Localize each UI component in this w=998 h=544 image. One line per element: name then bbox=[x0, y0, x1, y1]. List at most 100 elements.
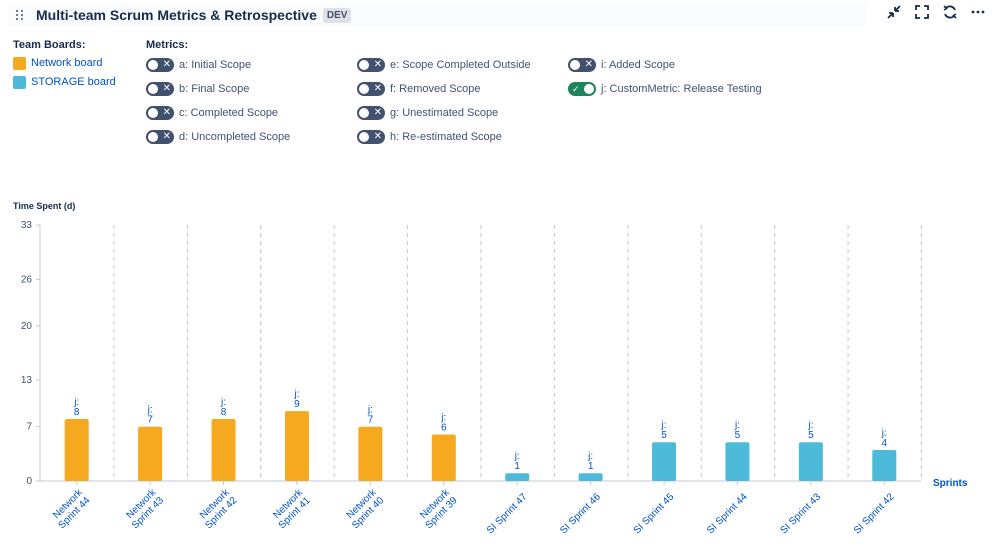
data-label: 1 bbox=[588, 461, 594, 472]
toggle[interactable]: ✓ bbox=[568, 82, 596, 96]
board-label: STORAGE board bbox=[31, 76, 116, 88]
more-options-icon[interactable] bbox=[970, 4, 986, 20]
metric-removed-scope[interactable]: ✕ f: Removed Scope bbox=[357, 80, 481, 98]
metrics-toggles: ✕ a: Initial Scope ✕ b: Final Scope ✕ c: Co… bbox=[146, 56, 846, 156]
metric-label: c: Completed Scope bbox=[179, 107, 279, 119]
toggle[interactable]: ✕ bbox=[357, 106, 385, 120]
data-label-prefix: j: bbox=[661, 420, 667, 431]
data-label: 8 bbox=[221, 407, 227, 418]
metric-label: i: Added Scope bbox=[601, 59, 676, 71]
metric-completed-scope[interactable]: ✕ c: Completed Scope bbox=[146, 104, 278, 122]
toggle[interactable]: ✕ bbox=[357, 82, 385, 96]
y-axis-label: Time Spent (d) bbox=[13, 201, 75, 211]
data-label: 4 bbox=[882, 438, 888, 449]
toggle[interactable]: ✕ bbox=[146, 82, 174, 96]
x-tick-label-text[interactable]: SI Sprint 47 bbox=[485, 491, 530, 536]
data-label: 9 bbox=[294, 399, 300, 410]
toggle[interactable]: ✕ bbox=[357, 58, 385, 72]
data-label: 1 bbox=[514, 461, 520, 472]
metric-label: e: Scope Completed Outside bbox=[390, 59, 531, 71]
minimize-icon[interactable] bbox=[886, 4, 902, 20]
x-tick-label-text[interactable]: SI Sprint 42 bbox=[852, 491, 897, 536]
data-label: 6 bbox=[441, 422, 447, 433]
bar bbox=[505, 473, 530, 481]
board-network[interactable]: Network board bbox=[13, 54, 116, 72]
x-tick-label-text[interactable]: NetworkSprint 44 bbox=[49, 487, 94, 532]
metric-label: g: Unestimated Scope bbox=[390, 107, 499, 119]
network-swatch bbox=[13, 56, 26, 70]
x-tick-label-text[interactable]: NetworkSprint 41 bbox=[269, 487, 314, 532]
metric-reestimated-scope[interactable]: ✕ h: Re-estimated Scope bbox=[357, 128, 502, 146]
x-tick-label-text[interactable]: SI Sprint 45 bbox=[632, 491, 677, 536]
bar bbox=[211, 418, 236, 481]
x-tick-label-text[interactable]: NetworkSprint 39 bbox=[416, 487, 461, 532]
metric-final-scope[interactable]: ✕ b: Final Scope bbox=[146, 80, 249, 98]
data-label: 7 bbox=[147, 415, 153, 426]
data-label-prefix: j: bbox=[514, 451, 520, 462]
metrics-panel: Metrics: bbox=[146, 39, 188, 54]
x-tick-label: SI Sprint 46 bbox=[558, 491, 603, 536]
y-tick-label: 7 bbox=[26, 422, 32, 433]
x-tick-label: NetworkSprint 44 bbox=[49, 487, 94, 532]
metric-label: f: Removed Scope bbox=[390, 83, 481, 95]
widget-header: Multi-team Scrum Metrics & Retrospective… bbox=[8, 4, 866, 26]
metric-unestimated-scope[interactable]: ✕ g: Unestimated Scope bbox=[357, 104, 498, 122]
data-label-prefix: j: bbox=[807, 420, 813, 431]
x-tick-label: SI Sprint 44 bbox=[705, 491, 750, 536]
bar bbox=[872, 449, 897, 481]
x-tick-label: SI Sprint 43 bbox=[779, 491, 824, 536]
x-tick-label: NetworkSprint 39 bbox=[416, 487, 461, 532]
board-label: Network board bbox=[31, 57, 103, 69]
page-title: Multi-team Scrum Metrics & Retrospective bbox=[36, 7, 317, 23]
y-tick-label: 13 bbox=[21, 375, 33, 386]
x-tick-label: NetworkSprint 43 bbox=[122, 487, 167, 532]
refresh-icon[interactable] bbox=[942, 4, 958, 20]
toggle[interactable]: ✕ bbox=[146, 106, 174, 120]
x-tick-label-text[interactable]: NetworkSprint 40 bbox=[342, 487, 387, 532]
toggle[interactable]: ✕ bbox=[357, 130, 385, 144]
x-tick-label: SI Sprint 47 bbox=[485, 491, 530, 536]
data-label-prefix: j: bbox=[73, 397, 79, 408]
metric-label: j: CustomMetric: Release Testing bbox=[601, 83, 762, 95]
y-tick-label: 26 bbox=[21, 274, 33, 285]
metric-initial-scope[interactable]: ✕ a: Initial Scope bbox=[146, 56, 251, 74]
bar bbox=[652, 442, 677, 481]
fullscreen-icon[interactable] bbox=[914, 4, 930, 20]
toggle[interactable]: ✕ bbox=[146, 130, 174, 144]
y-tick-label: 20 bbox=[21, 321, 33, 332]
x-tick-label-text[interactable]: SI Sprint 46 bbox=[558, 491, 603, 536]
metric-uncompleted-scope[interactable]: ✕ d: Uncompleted Scope bbox=[146, 128, 290, 146]
bar bbox=[431, 434, 456, 481]
metric-label: d: Uncompleted Scope bbox=[179, 131, 291, 143]
header-actions bbox=[886, 4, 986, 20]
storage-swatch bbox=[13, 75, 26, 89]
metrics-label: Metrics: bbox=[146, 39, 189, 51]
x-axis-label: Sprints bbox=[933, 478, 968, 489]
data-label: 5 bbox=[808, 430, 814, 441]
env-badge: DEV bbox=[322, 7, 352, 23]
x-tick-label-text[interactable]: NetworkSprint 42 bbox=[196, 487, 241, 532]
x-tick-label-text[interactable]: SI Sprint 44 bbox=[705, 491, 750, 536]
toggle[interactable]: ✕ bbox=[568, 58, 596, 72]
toggle[interactable]: ✕ bbox=[146, 58, 174, 72]
metric-release-testing[interactable]: ✓ j: CustomMetric: Release Testing bbox=[568, 80, 762, 98]
metric-scope-completed-outside[interactable]: ✕ e: Scope Completed Outside bbox=[357, 56, 531, 74]
y-tick-label: 33 bbox=[21, 220, 33, 231]
x-tick-label: SI Sprint 42 bbox=[852, 491, 897, 536]
team-boards-label: Team Boards: bbox=[13, 39, 86, 51]
metric-added-scope[interactable]: ✕ i: Added Scope bbox=[568, 56, 675, 74]
data-label-prefix: j: bbox=[220, 397, 226, 408]
data-label: 5 bbox=[735, 430, 741, 441]
bar bbox=[64, 418, 89, 481]
x-tick-label: NetworkSprint 41 bbox=[269, 487, 314, 532]
bar bbox=[798, 442, 823, 481]
y-tick-label: 0 bbox=[26, 476, 32, 487]
x-tick-label-text[interactable]: SI Sprint 43 bbox=[779, 491, 824, 536]
drag-handle-icon[interactable] bbox=[14, 8, 28, 22]
metric-label: a: Initial Scope bbox=[179, 59, 252, 71]
x-tick-label-text[interactable]: NetworkSprint 43 bbox=[122, 487, 167, 532]
bar bbox=[725, 442, 750, 481]
data-label-prefix: j: bbox=[734, 420, 740, 431]
board-storage[interactable]: STORAGE board bbox=[13, 73, 116, 91]
